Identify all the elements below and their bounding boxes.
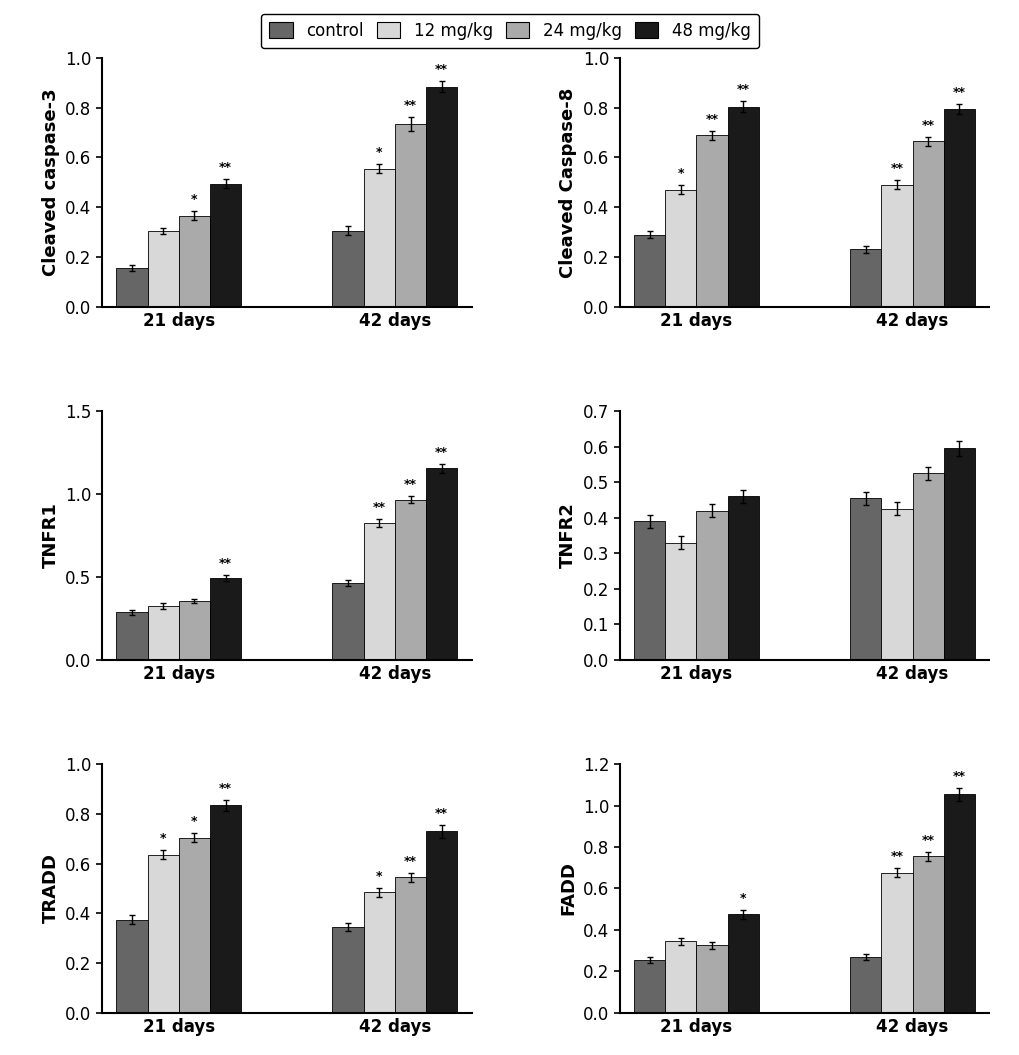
Bar (880, 509, 912, 659)
Text: **: ** (404, 478, 417, 492)
Text: **: ** (219, 557, 232, 570)
Y-axis label: TRADD: TRADD (42, 853, 59, 923)
Text: **: ** (219, 782, 232, 794)
Bar (148, 606, 178, 659)
Bar (394, 123, 426, 307)
Bar (943, 109, 974, 307)
Text: **: ** (373, 501, 385, 515)
Bar (332, 231, 364, 307)
Bar (849, 957, 880, 1013)
Bar (880, 872, 912, 1013)
Bar (849, 249, 880, 307)
Bar (943, 448, 974, 659)
Bar (849, 498, 880, 659)
Text: *: * (160, 832, 166, 845)
Text: *: * (191, 816, 198, 828)
Bar (943, 794, 974, 1013)
Bar (634, 234, 664, 307)
Y-axis label: Cleaved caspase-3: Cleaved caspase-3 (42, 89, 59, 276)
Bar (210, 805, 242, 1013)
Bar (148, 231, 178, 307)
Bar (364, 523, 394, 659)
Bar (727, 915, 758, 1013)
Bar (210, 184, 242, 307)
Text: *: * (677, 168, 684, 180)
Text: *: * (191, 193, 198, 207)
Text: **: ** (890, 850, 903, 863)
Text: **: ** (435, 445, 447, 459)
Bar (912, 857, 943, 1013)
Bar (727, 496, 758, 659)
Bar (210, 578, 242, 659)
Text: *: * (740, 891, 746, 905)
Bar (426, 87, 457, 307)
Bar (664, 542, 696, 659)
Bar (664, 190, 696, 307)
Bar (364, 169, 394, 307)
Bar (696, 945, 727, 1013)
Bar (178, 838, 210, 1013)
Text: **: ** (404, 99, 417, 112)
Bar (148, 855, 178, 1013)
Text: **: ** (736, 83, 749, 96)
Bar (394, 500, 426, 659)
Text: **: ** (921, 119, 933, 132)
Y-axis label: TNFR1: TNFR1 (42, 502, 59, 569)
Legend: control, 12 mg/kg, 24 mg/kg, 48 mg/kg: control, 12 mg/kg, 24 mg/kg, 48 mg/kg (261, 14, 758, 49)
Text: **: ** (404, 855, 417, 868)
Text: **: ** (435, 63, 447, 76)
Bar (116, 613, 148, 659)
Bar (696, 135, 727, 307)
Bar (664, 941, 696, 1013)
Bar (696, 511, 727, 659)
Text: *: * (376, 869, 382, 883)
Text: *: * (376, 147, 382, 159)
Bar (912, 474, 943, 659)
Bar (394, 878, 426, 1013)
Text: **: ** (705, 113, 717, 126)
Text: **: ** (435, 807, 447, 820)
Text: **: ** (219, 161, 232, 174)
Text: **: ** (952, 85, 965, 98)
Bar (912, 141, 943, 307)
Bar (364, 893, 394, 1013)
Y-axis label: FADD: FADD (558, 862, 577, 916)
Y-axis label: Cleaved Caspase-8: Cleaved Caspase-8 (558, 88, 577, 277)
Bar (332, 927, 364, 1013)
Bar (426, 831, 457, 1013)
Text: **: ** (890, 162, 903, 175)
Bar (116, 920, 148, 1013)
Bar (727, 107, 758, 307)
Y-axis label: TNFR2: TNFR2 (558, 502, 577, 569)
Bar (116, 268, 148, 307)
Bar (634, 521, 664, 659)
Bar (426, 468, 457, 659)
Bar (178, 601, 210, 659)
Text: **: ** (952, 769, 965, 783)
Bar (332, 582, 364, 659)
Bar (634, 960, 664, 1013)
Bar (178, 216, 210, 307)
Text: **: ** (921, 833, 933, 847)
Bar (880, 185, 912, 307)
